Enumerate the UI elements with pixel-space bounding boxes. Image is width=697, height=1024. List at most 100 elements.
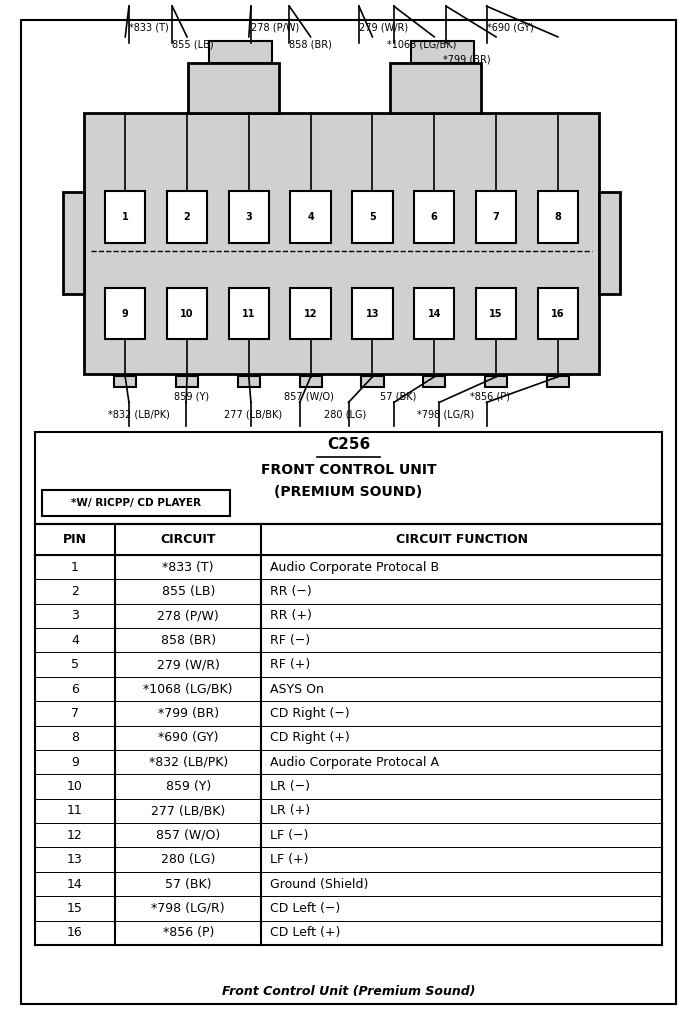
Text: (PREMIUM SOUND): (PREMIUM SOUND) bbox=[275, 485, 422, 500]
Text: 6: 6 bbox=[431, 212, 438, 222]
Text: *799 (BR): *799 (BR) bbox=[443, 54, 490, 65]
Text: 14: 14 bbox=[427, 308, 441, 318]
Text: RF (+): RF (+) bbox=[270, 658, 311, 671]
Text: 12: 12 bbox=[304, 308, 317, 318]
Text: 12: 12 bbox=[67, 828, 83, 842]
Text: RF (−): RF (−) bbox=[270, 634, 311, 647]
Text: 278 (P/W): 278 (P/W) bbox=[158, 609, 219, 623]
Bar bbox=[35, 524, 662, 555]
Bar bbox=[361, 376, 383, 387]
Text: C256: C256 bbox=[327, 437, 370, 453]
Text: RR (−): RR (−) bbox=[270, 585, 312, 598]
Bar bbox=[63, 193, 84, 295]
Text: 11: 11 bbox=[242, 308, 256, 318]
Text: 4: 4 bbox=[71, 634, 79, 647]
Bar bbox=[291, 191, 331, 243]
Text: CD Right (+): CD Right (+) bbox=[270, 731, 350, 744]
Bar bbox=[229, 288, 269, 339]
Text: RR (+): RR (+) bbox=[270, 609, 312, 623]
Text: *W/ RICPP/ CD PLAYER: *W/ RICPP/ CD PLAYER bbox=[71, 498, 201, 508]
Text: 2: 2 bbox=[71, 585, 79, 598]
Text: 6: 6 bbox=[71, 683, 79, 695]
Text: 3: 3 bbox=[245, 212, 252, 222]
Text: LF (+): LF (+) bbox=[270, 853, 309, 866]
Text: 3: 3 bbox=[71, 609, 79, 623]
Text: 57 (BK): 57 (BK) bbox=[380, 391, 416, 401]
Bar bbox=[114, 376, 137, 387]
Text: 8: 8 bbox=[554, 212, 561, 222]
Bar bbox=[352, 191, 392, 243]
Text: 15: 15 bbox=[67, 902, 83, 914]
Text: *1068 (LG/BK): *1068 (LG/BK) bbox=[387, 39, 457, 49]
Text: CIRCUIT: CIRCUIT bbox=[160, 534, 216, 546]
Text: *833 (T): *833 (T) bbox=[129, 23, 169, 33]
Bar bbox=[188, 63, 279, 113]
Bar bbox=[537, 191, 578, 243]
Bar bbox=[476, 288, 516, 339]
Text: Audio Corporate Protocal A: Audio Corporate Protocal A bbox=[270, 756, 439, 769]
Text: 280 (LG): 280 (LG) bbox=[161, 853, 215, 866]
Bar bbox=[291, 288, 331, 339]
Text: 277 (LB/BK): 277 (LB/BK) bbox=[224, 410, 282, 420]
Text: 858 (BR): 858 (BR) bbox=[160, 634, 216, 647]
Text: LF (−): LF (−) bbox=[270, 828, 309, 842]
Text: Audio Corporate Protocal B: Audio Corporate Protocal B bbox=[270, 561, 440, 573]
Text: 57 (BK): 57 (BK) bbox=[165, 878, 211, 891]
Text: ASYS On: ASYS On bbox=[270, 683, 324, 695]
Text: LR (+): LR (+) bbox=[270, 805, 311, 817]
Text: *799 (BR): *799 (BR) bbox=[158, 707, 219, 720]
Text: CD Left (−): CD Left (−) bbox=[270, 902, 341, 914]
Text: 10: 10 bbox=[181, 308, 194, 318]
Text: 7: 7 bbox=[493, 212, 500, 222]
Text: *856 (P): *856 (P) bbox=[470, 391, 510, 401]
Text: CD Left (+): CD Left (+) bbox=[270, 927, 341, 939]
Text: 9: 9 bbox=[122, 308, 129, 318]
Text: 16: 16 bbox=[67, 927, 83, 939]
Text: 15: 15 bbox=[489, 308, 503, 318]
Text: *832 (LB/PK): *832 (LB/PK) bbox=[108, 410, 170, 420]
Text: *832 (LB/PK): *832 (LB/PK) bbox=[148, 756, 228, 769]
Bar bbox=[229, 191, 269, 243]
Text: 4: 4 bbox=[307, 212, 314, 222]
Bar bbox=[167, 191, 207, 243]
Bar bbox=[105, 288, 146, 339]
Bar bbox=[105, 191, 146, 243]
Text: 855 (LB): 855 (LB) bbox=[162, 585, 215, 598]
Bar bbox=[423, 376, 445, 387]
Bar bbox=[238, 376, 260, 387]
Text: *798 (LG/R): *798 (LG/R) bbox=[151, 902, 225, 914]
Text: 859 (Y): 859 (Y) bbox=[166, 780, 210, 793]
Bar bbox=[390, 63, 481, 113]
Text: 8: 8 bbox=[71, 731, 79, 744]
Text: 5: 5 bbox=[71, 658, 79, 671]
Text: *690 (GY): *690 (GY) bbox=[158, 731, 218, 744]
Text: PIN: PIN bbox=[63, 534, 87, 546]
Text: 279 (W/R): 279 (W/R) bbox=[359, 23, 408, 33]
Text: FRONT CONTROL UNIT: FRONT CONTROL UNIT bbox=[261, 463, 436, 477]
Text: 7: 7 bbox=[71, 707, 79, 720]
Text: *1068 (LG/BK): *1068 (LG/BK) bbox=[144, 683, 233, 695]
Text: 1: 1 bbox=[122, 212, 129, 222]
Bar bbox=[176, 376, 198, 387]
Text: 858 (BR): 858 (BR) bbox=[289, 39, 332, 49]
Text: 13: 13 bbox=[366, 308, 379, 318]
Bar bbox=[411, 41, 474, 63]
Text: 1: 1 bbox=[71, 561, 79, 573]
Text: LR (−): LR (−) bbox=[270, 780, 310, 793]
Bar bbox=[84, 113, 599, 374]
Bar bbox=[352, 288, 392, 339]
Text: *833 (T): *833 (T) bbox=[162, 561, 214, 573]
Bar bbox=[414, 191, 454, 243]
Bar bbox=[537, 288, 578, 339]
Text: 10: 10 bbox=[67, 780, 83, 793]
Bar bbox=[414, 288, 454, 339]
Text: CIRCUIT FUNCTION: CIRCUIT FUNCTION bbox=[396, 534, 528, 546]
Text: *690 (GY): *690 (GY) bbox=[487, 23, 533, 33]
Text: 2: 2 bbox=[183, 212, 190, 222]
Bar bbox=[300, 376, 322, 387]
Bar bbox=[42, 490, 230, 516]
Text: 5: 5 bbox=[369, 212, 376, 222]
Bar bbox=[167, 288, 207, 339]
Text: 857 (W/O): 857 (W/O) bbox=[156, 828, 220, 842]
Bar bbox=[476, 191, 516, 243]
